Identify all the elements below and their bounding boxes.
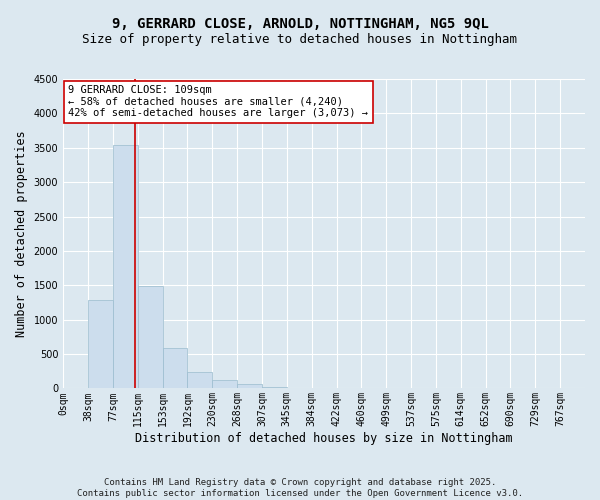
Bar [138,286,163,388]
Text: 9, GERRARD CLOSE, ARNOLD, NOTTINGHAM, NG5 9QL: 9, GERRARD CLOSE, ARNOLD, NOTTINGHAM, NG… [112,18,488,32]
Bar [262,387,287,388]
Bar [212,380,237,388]
Bar [113,145,138,388]
X-axis label: Distribution of detached houses by size in Nottingham: Distribution of detached houses by size … [135,432,513,445]
Text: Contains HM Land Registry data © Crown copyright and database right 2025.
Contai: Contains HM Land Registry data © Crown c… [77,478,523,498]
Bar [187,372,212,388]
Y-axis label: Number of detached properties: Number of detached properties [15,130,28,337]
Bar [88,300,113,388]
Text: 9 GERRARD CLOSE: 109sqm
← 58% of detached houses are smaller (4,240)
42% of semi: 9 GERRARD CLOSE: 109sqm ← 58% of detache… [68,85,368,118]
Text: Size of property relative to detached houses in Nottingham: Size of property relative to detached ho… [83,32,517,46]
Bar [237,384,262,388]
Bar [163,348,187,389]
